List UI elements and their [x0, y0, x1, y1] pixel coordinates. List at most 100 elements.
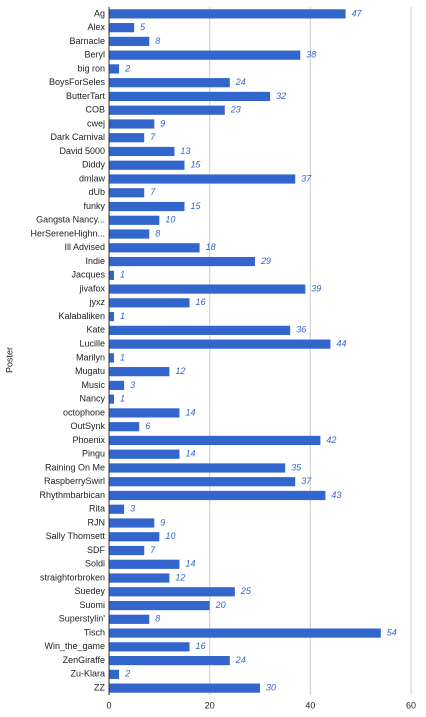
- bar: [109, 91, 271, 102]
- bar: [109, 587, 235, 597]
- value-label: 36: [296, 325, 306, 335]
- value-label: 15: [191, 201, 202, 211]
- y-tick-label: dmlaw: [79, 173, 106, 183]
- y-tick-label: Mugatu: [75, 366, 105, 376]
- y-tick-label: Alex: [87, 22, 105, 32]
- bar: [109, 463, 286, 473]
- value-label: 44: [336, 338, 346, 348]
- y-tick-label: jyxz: [89, 297, 106, 307]
- value-label: 7: [150, 545, 156, 555]
- value-label: 9: [160, 118, 165, 128]
- y-tick-label: ZenGiraffe: [63, 655, 105, 665]
- x-tick-label: 0: [106, 700, 111, 710]
- bar: [109, 683, 260, 693]
- y-tick-label: Superstylin': [59, 614, 106, 624]
- value-label: 9: [160, 517, 165, 527]
- bar: [109, 353, 115, 363]
- value-label: 29: [260, 256, 271, 266]
- value-label: 3: [130, 380, 135, 390]
- bar: [109, 449, 180, 459]
- bar: [109, 490, 326, 501]
- bar: [109, 64, 120, 74]
- y-tick-label: Rhythmbarbican: [39, 490, 105, 500]
- y-tick-label: Barnacle: [69, 36, 105, 46]
- value-label: 12: [175, 366, 185, 376]
- bar: [109, 422, 140, 432]
- y-tick-label: Gangsta Nancy...: [36, 215, 105, 225]
- bar: [109, 656, 230, 666]
- bar: [109, 9, 346, 19]
- bar: [109, 133, 145, 143]
- y-tick-label: funky: [83, 201, 105, 211]
- y-tick-label: Beryl: [84, 50, 105, 60]
- bar: [109, 367, 170, 377]
- value-label: 30: [266, 682, 276, 692]
- bar: [109, 215, 160, 225]
- bar: [109, 600, 210, 611]
- y-tick-label: Sally Thomsett: [46, 531, 106, 541]
- value-label: 37: [301, 476, 312, 486]
- bar: [109, 339, 331, 349]
- y-tick-label: RJN: [88, 517, 106, 527]
- y-tick-label: Tisch: [84, 627, 105, 637]
- y-tick-label: Ill Advised: [64, 242, 105, 252]
- bar: [109, 270, 115, 280]
- bar: [109, 435, 321, 446]
- bar: [109, 243, 200, 253]
- bar: [109, 573, 170, 583]
- bar: [109, 504, 125, 514]
- value-label: 7: [150, 187, 156, 197]
- value-label: 39: [311, 283, 321, 293]
- value-label: 6: [145, 421, 150, 431]
- bar: [109, 78, 230, 88]
- y-tick-label: Diddy: [82, 160, 106, 170]
- value-label: 43: [331, 490, 341, 500]
- x-tick-label: 60: [406, 700, 416, 710]
- y-tick-label: Suedey: [74, 586, 105, 596]
- value-label: 14: [185, 407, 195, 417]
- bar: [109, 174, 296, 184]
- y-tick-label: Lucille: [79, 338, 105, 348]
- bar: [109, 394, 115, 404]
- bar: [109, 380, 125, 390]
- bar: [109, 188, 145, 198]
- y-tick-label: Music: [81, 380, 105, 390]
- bar: [109, 146, 175, 157]
- value-label: 8: [155, 228, 160, 238]
- y-tick-label: Pingu: [82, 449, 105, 459]
- value-label: 13: [180, 146, 190, 156]
- value-label: 14: [185, 559, 195, 569]
- y-tick-label: Ag: [94, 8, 105, 18]
- value-label: 1: [120, 311, 125, 321]
- y-tick-label: ZZ: [94, 682, 105, 692]
- bar: [109, 532, 160, 542]
- y-tick-label: straightorbroken: [40, 572, 105, 582]
- y-tick-label: Kate: [86, 325, 105, 335]
- y-tick-label: Kalabaliken: [58, 311, 105, 321]
- bar: [109, 518, 155, 528]
- value-label: 16: [196, 641, 206, 651]
- y-tick-label: HerSereneHighn...: [30, 228, 105, 238]
- bar: [109, 23, 135, 33]
- bar: [109, 256, 255, 267]
- bar: [109, 408, 180, 418]
- value-label: 24: [235, 77, 246, 87]
- value-label: 1: [120, 352, 125, 362]
- y-axis-title: Poster: [4, 347, 14, 373]
- y-tick-label: SDF: [87, 545, 106, 555]
- y-tick-label: OutSynk: [70, 421, 105, 431]
- y-tick-label: Jacques: [71, 270, 105, 280]
- bar: [109, 105, 225, 115]
- x-tick-label: 40: [305, 700, 315, 710]
- value-label: 1: [120, 394, 125, 404]
- bar: [109, 160, 185, 170]
- y-tick-label: jivafox: [78, 283, 105, 293]
- bar: [109, 545, 145, 556]
- x-tick-label: 20: [205, 700, 215, 710]
- value-label: 5: [140, 22, 146, 32]
- bar: [109, 201, 185, 212]
- value-label: 10: [165, 215, 175, 225]
- y-tick-label: Dark Carnival: [50, 132, 105, 142]
- value-label: 15: [191, 160, 202, 170]
- bar: [109, 669, 120, 679]
